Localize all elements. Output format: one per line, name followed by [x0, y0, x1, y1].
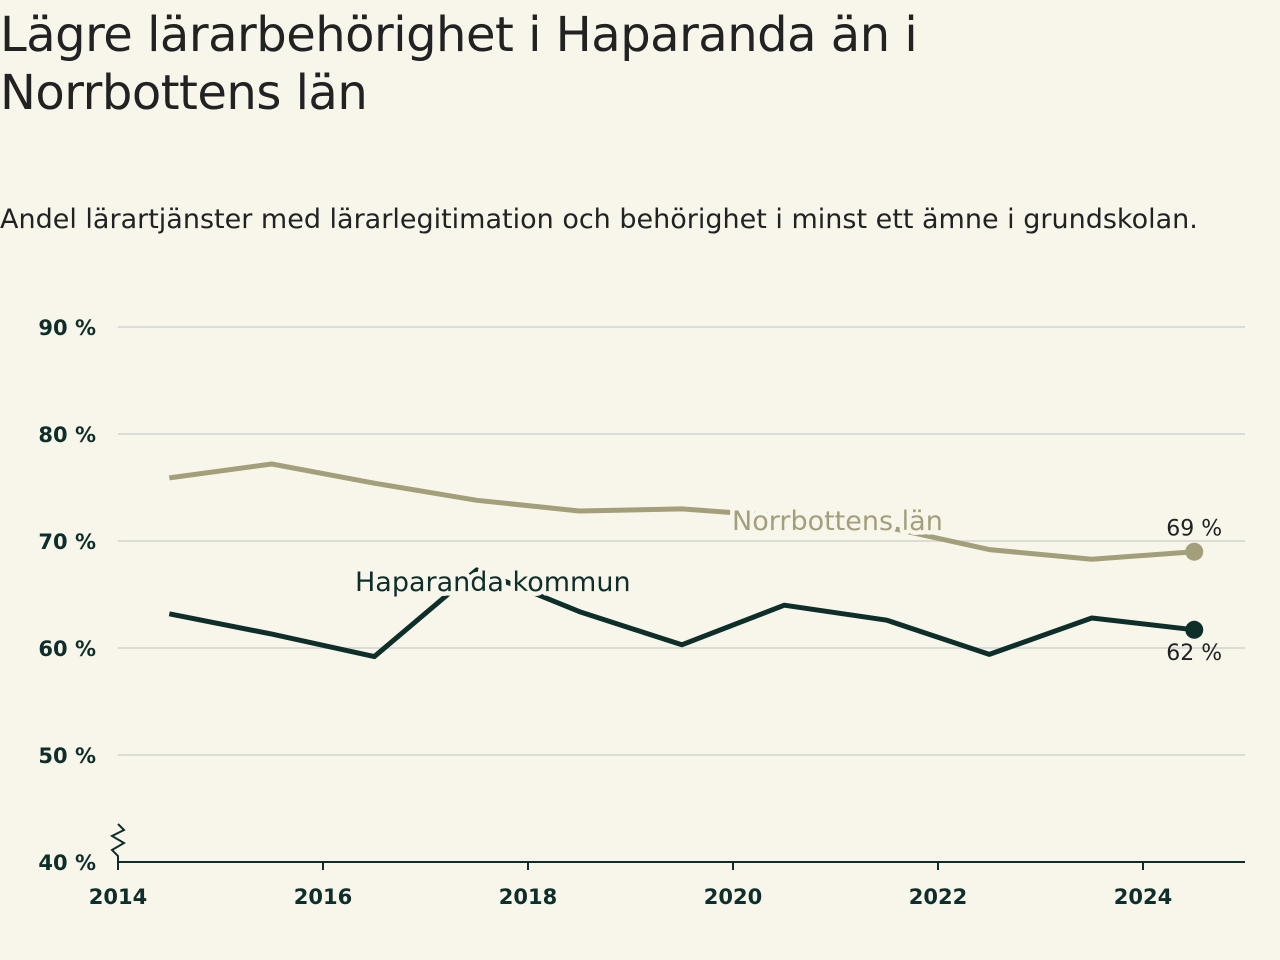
y-tick-label-50: 50 % — [38, 744, 96, 768]
y-tick-label-70: 70 % — [38, 530, 96, 554]
x-tick-label-2022: 2022 — [909, 885, 967, 909]
end-value-label-haparanda-kommun: 62 % — [1166, 641, 1222, 666]
chart-title: Lägre lärarbehörighet i Haparanda än i N… — [0, 7, 918, 121]
end-point-norrbottens-län — [1185, 542, 1204, 561]
series-label-norrbottens-län: Norrbottens län — [732, 506, 943, 537]
series-line-haparanda-kommun — [168, 567, 1195, 660]
y-tick-label-80: 80 % — [38, 423, 96, 447]
x-tick-label-2014: 2014 — [89, 885, 147, 909]
y-tick-label-60: 60 % — [38, 637, 96, 661]
end-point-haparanda-kommun — [1185, 620, 1204, 639]
end-value-label-norrbottens-län: 69 % — [1166, 517, 1222, 542]
series-line-norrbottens-län — [168, 461, 1195, 562]
x-tick-label-2024: 2024 — [1114, 885, 1172, 909]
chart-subtitle: Andel lärartjänster med lärarlegitimatio… — [0, 204, 1198, 235]
y-tick-label-90: 90 % — [38, 316, 96, 340]
x-tick-label-2016: 2016 — [294, 885, 352, 909]
y-tick-label-40: 40 % — [38, 851, 96, 875]
axis-break-icon — [109, 823, 126, 862]
x-tick-label-2020: 2020 — [704, 885, 762, 909]
x-tick-label-2018: 2018 — [499, 885, 557, 909]
series-label-haparanda-kommun: Haparanda kommun — [355, 567, 631, 598]
